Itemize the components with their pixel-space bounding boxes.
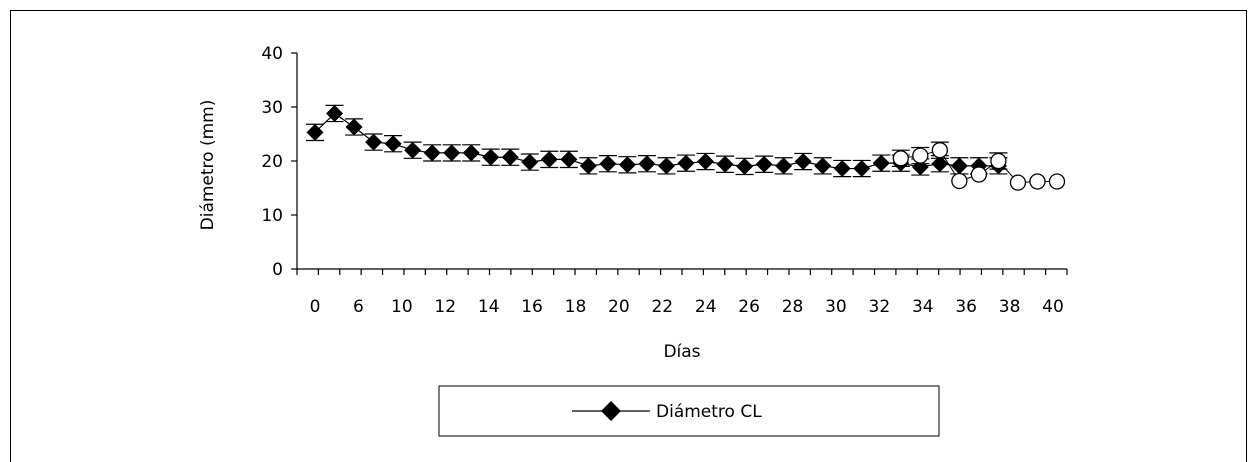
y-tick-label: 40 <box>261 44 283 64</box>
data-point-open-circle <box>892 150 909 167</box>
data-point-diamond <box>814 157 832 175</box>
data-point-diamond <box>872 154 890 172</box>
data-point-diamond <box>931 155 949 173</box>
data-point-diamond <box>423 144 441 162</box>
y-tick-label: 10 <box>261 206 283 226</box>
data-point-open-circle <box>990 152 1007 170</box>
data-point-diamond <box>306 123 324 141</box>
data-point-diamond <box>697 153 715 171</box>
data-point-open-circle <box>1009 174 1027 191</box>
data-point-diamond <box>833 160 851 178</box>
x-tick-label: 24 <box>695 297 717 317</box>
x-tick-label: 10 <box>391 297 413 317</box>
x-tick-label: 18 <box>565 297 587 317</box>
data-point-diamond <box>657 157 675 175</box>
data-point-open-circle <box>912 147 929 164</box>
data-point-diamond <box>677 154 695 172</box>
data-point-diamond <box>579 157 597 175</box>
legend-box <box>438 385 940 437</box>
data-point-diamond <box>794 153 812 171</box>
chart-frame <box>10 10 1247 462</box>
x-axis-ticks: 0 6 10 12 14 16 18 20 22 24 26 28 30 32 34 36 38 40 <box>296 269 1068 317</box>
y-tick-label: 0 <box>272 260 283 280</box>
data-point-diamond <box>775 157 793 175</box>
data-point-diamond <box>345 118 363 136</box>
legend: Diámetro CL <box>438 385 940 437</box>
x-tick-label: 14 <box>478 297 500 317</box>
data-point-diamond <box>599 155 617 173</box>
data-point-open-circle <box>951 172 968 190</box>
series-layer <box>306 104 1066 191</box>
data-point-diamond <box>950 157 968 175</box>
x-tick-label: 20 <box>608 297 630 317</box>
data-point-diamond <box>853 160 871 178</box>
x-tick-label: 0 <box>310 297 321 317</box>
data-point-diamond <box>482 148 500 166</box>
x-tick-label: 36 <box>955 297 977 317</box>
x-tick-label: 12 <box>434 297 456 317</box>
data-point-diamond <box>755 155 773 173</box>
data-point-diamond <box>716 155 734 173</box>
y-tick-label: 30 <box>261 98 283 118</box>
x-tick-label: 16 <box>521 297 543 317</box>
legend-label: Diámetro CL <box>656 402 762 422</box>
x-axis-title: Días <box>663 342 700 362</box>
y-axis-title: Diámetro (mm) <box>198 100 218 231</box>
data-point-diamond <box>560 150 578 168</box>
x-tick-label: 38 <box>999 297 1021 317</box>
x-tick-label: 6 <box>353 297 364 317</box>
y-tick-label: 20 <box>261 152 283 172</box>
data-point-open-circle <box>931 142 948 159</box>
x-tick-label: 28 <box>782 297 804 317</box>
data-point-diamond <box>384 135 402 153</box>
data-point-diamond <box>638 155 656 173</box>
data-point-diamond <box>326 104 344 122</box>
x-tick-label: 26 <box>738 297 760 317</box>
data-point-diamond <box>365 133 383 151</box>
legend-diamond-marker <box>601 401 621 421</box>
x-tick-label: 32 <box>869 297 891 317</box>
x-tick-label: 22 <box>651 297 673 317</box>
data-point-diamond <box>443 144 461 162</box>
data-point-diamond <box>521 153 539 171</box>
data-point-open-circle <box>1029 173 1046 190</box>
data-point-diamond <box>540 150 558 168</box>
data-point-diamond <box>911 158 929 176</box>
x-tick-label: 30 <box>825 297 847 317</box>
data-point-diamond <box>736 157 754 175</box>
data-point-open-circle <box>970 166 988 183</box>
data-point-diamond <box>404 141 422 159</box>
data-point-diamond <box>618 156 636 174</box>
y-axis-ticks: 0 10 20 30 40 <box>261 44 297 280</box>
data-point-open-circle <box>1048 173 1066 190</box>
data-point-diamond <box>462 144 480 162</box>
x-tick-label: 40 <box>1042 297 1064 317</box>
data-point-diamond <box>501 148 519 166</box>
x-tick-label: 34 <box>912 297 934 317</box>
